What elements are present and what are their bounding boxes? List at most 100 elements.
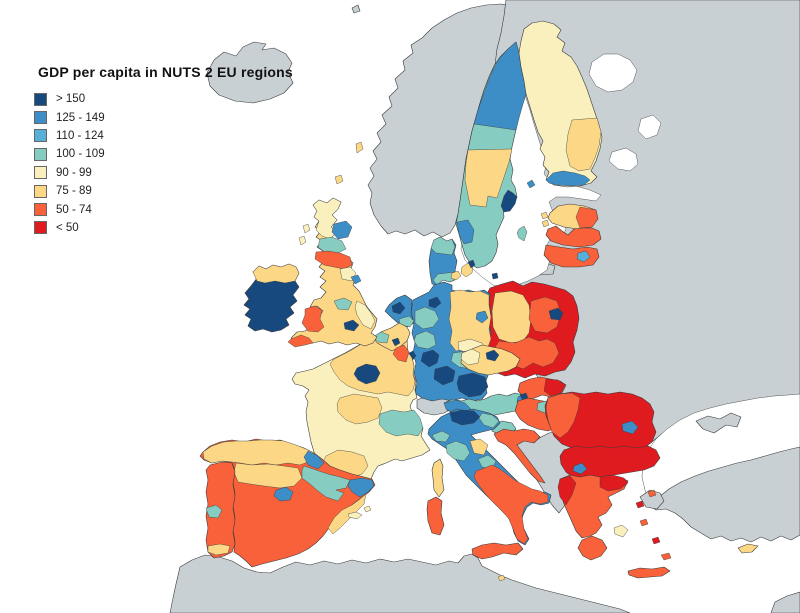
region-hebrides bbox=[298, 223, 311, 246]
region-lisbon bbox=[205, 504, 223, 519]
legend: > 150 125 - 149 110 - 124 100 - 109 90 -… bbox=[34, 90, 105, 237]
region-upper-bavaria bbox=[456, 372, 489, 398]
region-marche-umbria bbox=[469, 438, 489, 456]
region-borders-northumberland bbox=[314, 250, 353, 270]
region-iceland bbox=[206, 41, 294, 104]
region-northeast-italy bbox=[478, 412, 500, 429]
region-bornholm bbox=[491, 272, 499, 280]
region-romania-west bbox=[545, 392, 581, 439]
region-peloponnese bbox=[577, 535, 608, 561]
legend-label: 90 - 99 bbox=[56, 166, 92, 179]
region-lombardy bbox=[449, 409, 481, 426]
region-cornwall bbox=[287, 334, 314, 348]
legend-swatch-75-89 bbox=[34, 184, 47, 198]
legend-swatch-100-109 bbox=[34, 147, 47, 161]
region-hesse bbox=[420, 349, 440, 368]
region-fyn bbox=[450, 270, 462, 281]
region-stockholm bbox=[500, 189, 518, 213]
legend-item: 100 - 109 bbox=[34, 145, 105, 163]
region-lower-saxony bbox=[414, 306, 440, 330]
legend-label: 50 - 74 bbox=[56, 203, 92, 216]
region-rhineland bbox=[413, 330, 437, 350]
region-shetland bbox=[355, 141, 364, 154]
white-sea bbox=[588, 53, 638, 93]
region-estonia-islands bbox=[540, 211, 550, 228]
region-cyprus bbox=[737, 543, 759, 554]
region-turkey-europe bbox=[639, 489, 665, 510]
region-aegean-island-4 bbox=[635, 500, 645, 509]
region-london bbox=[343, 319, 360, 332]
region-aland bbox=[526, 179, 536, 189]
region-czechia-west bbox=[460, 348, 481, 366]
region-stuttgart bbox=[433, 365, 456, 386]
region-orkney bbox=[334, 174, 344, 185]
legend-swatch-90-99 bbox=[34, 166, 47, 180]
region-ile-de-france bbox=[353, 363, 381, 385]
legend-swatch-lt50 bbox=[34, 221, 47, 235]
region-gotland bbox=[516, 225, 528, 242]
region-crimea bbox=[695, 412, 742, 434]
region-spain-north-coast bbox=[202, 439, 315, 466]
region-castilla-leon bbox=[233, 462, 303, 489]
legend-label: < 50 bbox=[56, 221, 79, 234]
legend-label: 75 - 89 bbox=[56, 185, 92, 198]
region-denmark-north bbox=[430, 236, 456, 256]
legend-label: 125 - 149 bbox=[56, 111, 105, 124]
region-tuscany bbox=[445, 440, 471, 462]
region-south-italy bbox=[473, 464, 549, 545]
map-title: GDP per capita in NUTS 2 EU regions bbox=[38, 64, 293, 80]
legend-item: > 150 bbox=[34, 90, 105, 108]
region-algarve bbox=[207, 543, 231, 556]
region-wales bbox=[301, 305, 325, 333]
region-helsinki bbox=[545, 170, 591, 187]
legend-item: 125 - 149 bbox=[34, 108, 105, 126]
legend-label: > 150 bbox=[56, 93, 86, 106]
lake-onega bbox=[637, 114, 662, 140]
region-sofia bbox=[572, 462, 588, 475]
region-france-center bbox=[336, 393, 383, 425]
legend-swatch-gt150 bbox=[34, 92, 47, 106]
region-valencia bbox=[327, 493, 367, 535]
region-brussels bbox=[391, 337, 401, 347]
region-epirus bbox=[557, 475, 577, 506]
region-northeast-england bbox=[350, 274, 362, 285]
legend-label: 100 - 109 bbox=[56, 148, 105, 161]
region-poland-center bbox=[528, 296, 562, 334]
region-faroe-islands bbox=[351, 4, 361, 14]
region-aegean-island-2 bbox=[651, 536, 661, 545]
region-croatia bbox=[493, 428, 546, 484]
legend-item: < 50 bbox=[34, 219, 105, 237]
region-catalonia bbox=[347, 477, 375, 498]
legend-item: 50 - 74 bbox=[34, 200, 105, 218]
region-aberdeen bbox=[331, 220, 353, 240]
region-attica bbox=[613, 524, 629, 538]
region-turkey bbox=[648, 446, 800, 543]
region-bucharest bbox=[621, 420, 639, 435]
legend-swatch-110-124 bbox=[34, 129, 47, 143]
region-ireland-north bbox=[252, 263, 300, 284]
legend-item: 90 - 99 bbox=[34, 164, 105, 182]
region-prague bbox=[485, 349, 500, 362]
region-east-anglia bbox=[354, 300, 376, 330]
region-flanders-west bbox=[372, 331, 390, 344]
region-lithuania bbox=[543, 244, 600, 268]
region-highlands bbox=[312, 197, 342, 240]
legend-item: 110 - 124 bbox=[34, 127, 105, 145]
region-finland-east bbox=[565, 117, 602, 172]
region-rhone-alpes bbox=[378, 409, 424, 437]
region-vilnius bbox=[576, 250, 591, 263]
region-north-africa bbox=[169, 553, 631, 613]
region-berlin bbox=[475, 310, 489, 324]
region-amsterdam bbox=[391, 301, 406, 315]
region-sweden-west bbox=[456, 219, 475, 245]
region-crete bbox=[627, 566, 671, 579]
region-zealand bbox=[460, 262, 474, 278]
region-lorraine-north bbox=[392, 344, 410, 363]
region-balearic-islands bbox=[347, 505, 372, 520]
region-poland-west bbox=[491, 290, 532, 344]
legend-label: 110 - 124 bbox=[56, 129, 104, 142]
region-midlands bbox=[333, 297, 353, 311]
legend-swatch-50-74 bbox=[34, 203, 47, 217]
